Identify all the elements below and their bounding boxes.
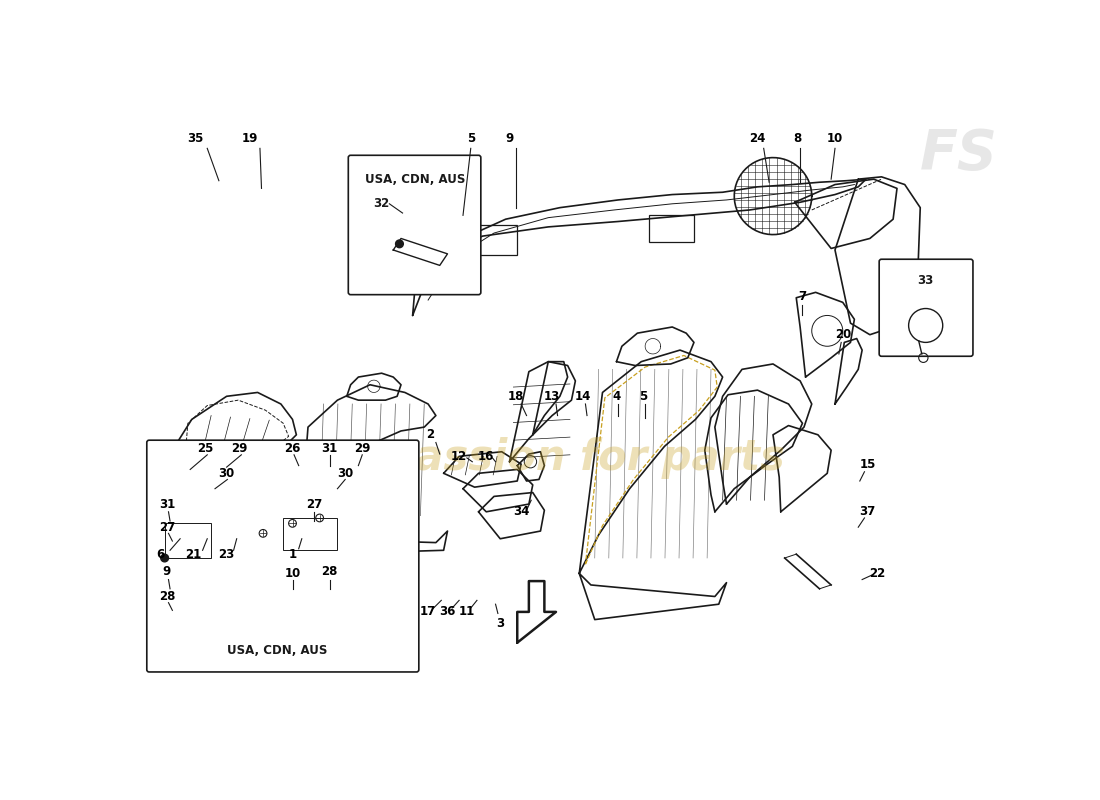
Text: 12: 12 xyxy=(451,450,468,463)
Text: 30: 30 xyxy=(219,467,234,480)
FancyBboxPatch shape xyxy=(146,440,419,672)
Text: 31: 31 xyxy=(158,498,175,510)
Text: 19: 19 xyxy=(242,132,258,145)
Text: 32: 32 xyxy=(374,198,389,210)
Text: 5: 5 xyxy=(639,390,647,403)
Text: 16: 16 xyxy=(478,450,494,463)
Text: 9: 9 xyxy=(505,132,514,145)
Bar xyxy=(466,226,517,254)
Text: 4: 4 xyxy=(613,390,620,403)
Text: 2: 2 xyxy=(427,428,434,442)
FancyBboxPatch shape xyxy=(879,259,974,356)
Text: 20: 20 xyxy=(835,328,851,341)
Text: 37: 37 xyxy=(859,506,876,518)
Text: 30: 30 xyxy=(337,467,353,480)
Bar xyxy=(283,518,338,550)
Circle shape xyxy=(161,554,168,562)
Text: 8: 8 xyxy=(794,132,802,145)
Text: 35: 35 xyxy=(187,132,204,145)
Text: USA, CDN, AUS: USA, CDN, AUS xyxy=(365,173,465,186)
Text: 6: 6 xyxy=(156,548,165,561)
Text: 27: 27 xyxy=(306,498,322,510)
Text: 24: 24 xyxy=(749,132,766,145)
Text: 33: 33 xyxy=(917,274,934,287)
Circle shape xyxy=(396,240,404,248)
Text: 27: 27 xyxy=(158,521,175,534)
Text: 29: 29 xyxy=(354,442,371,455)
FancyBboxPatch shape xyxy=(349,155,481,294)
Bar xyxy=(649,215,694,242)
Text: 15: 15 xyxy=(859,458,876,470)
Text: FS: FS xyxy=(920,126,998,181)
Text: 10: 10 xyxy=(285,567,300,580)
Text: 10: 10 xyxy=(827,132,843,145)
Text: 25: 25 xyxy=(198,442,213,455)
Text: 1: 1 xyxy=(288,548,297,561)
Bar xyxy=(165,523,211,558)
Text: 22: 22 xyxy=(869,567,886,580)
Text: 3: 3 xyxy=(496,617,504,630)
Text: 5: 5 xyxy=(466,132,475,145)
Text: 18: 18 xyxy=(507,390,524,403)
Text: 31: 31 xyxy=(321,442,338,455)
Text: 28: 28 xyxy=(158,590,175,603)
Text: 34: 34 xyxy=(513,506,529,518)
Text: 11: 11 xyxy=(459,606,475,618)
Text: 29: 29 xyxy=(232,442,248,455)
Text: 17: 17 xyxy=(420,606,437,618)
Text: 26: 26 xyxy=(284,442,300,455)
Text: 23: 23 xyxy=(219,548,234,561)
Text: 21: 21 xyxy=(185,548,201,561)
Text: 28: 28 xyxy=(321,566,338,578)
Text: 13: 13 xyxy=(544,390,560,403)
Text: a passion for parts: a passion for parts xyxy=(343,437,784,479)
Text: 36: 36 xyxy=(439,606,455,618)
Text: 14: 14 xyxy=(575,390,592,403)
Text: USA, CDN, AUS: USA, CDN, AUS xyxy=(227,644,327,657)
Text: 9: 9 xyxy=(163,566,172,578)
Text: 7: 7 xyxy=(799,290,806,302)
